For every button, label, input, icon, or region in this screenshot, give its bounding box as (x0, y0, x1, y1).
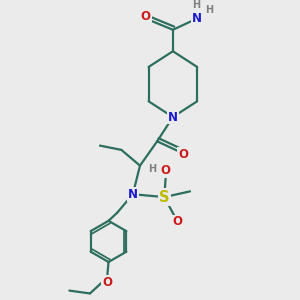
Text: N: N (168, 110, 178, 124)
Text: N: N (192, 12, 202, 25)
Text: O: O (161, 164, 171, 177)
Text: S: S (159, 190, 169, 205)
Text: O: O (178, 148, 188, 161)
Text: O: O (173, 215, 183, 229)
Text: H: H (148, 164, 156, 174)
Text: N: N (128, 188, 138, 201)
Text: H: H (205, 5, 213, 15)
Text: O: O (141, 11, 151, 23)
Text: O: O (102, 275, 112, 289)
Text: H: H (192, 0, 200, 10)
